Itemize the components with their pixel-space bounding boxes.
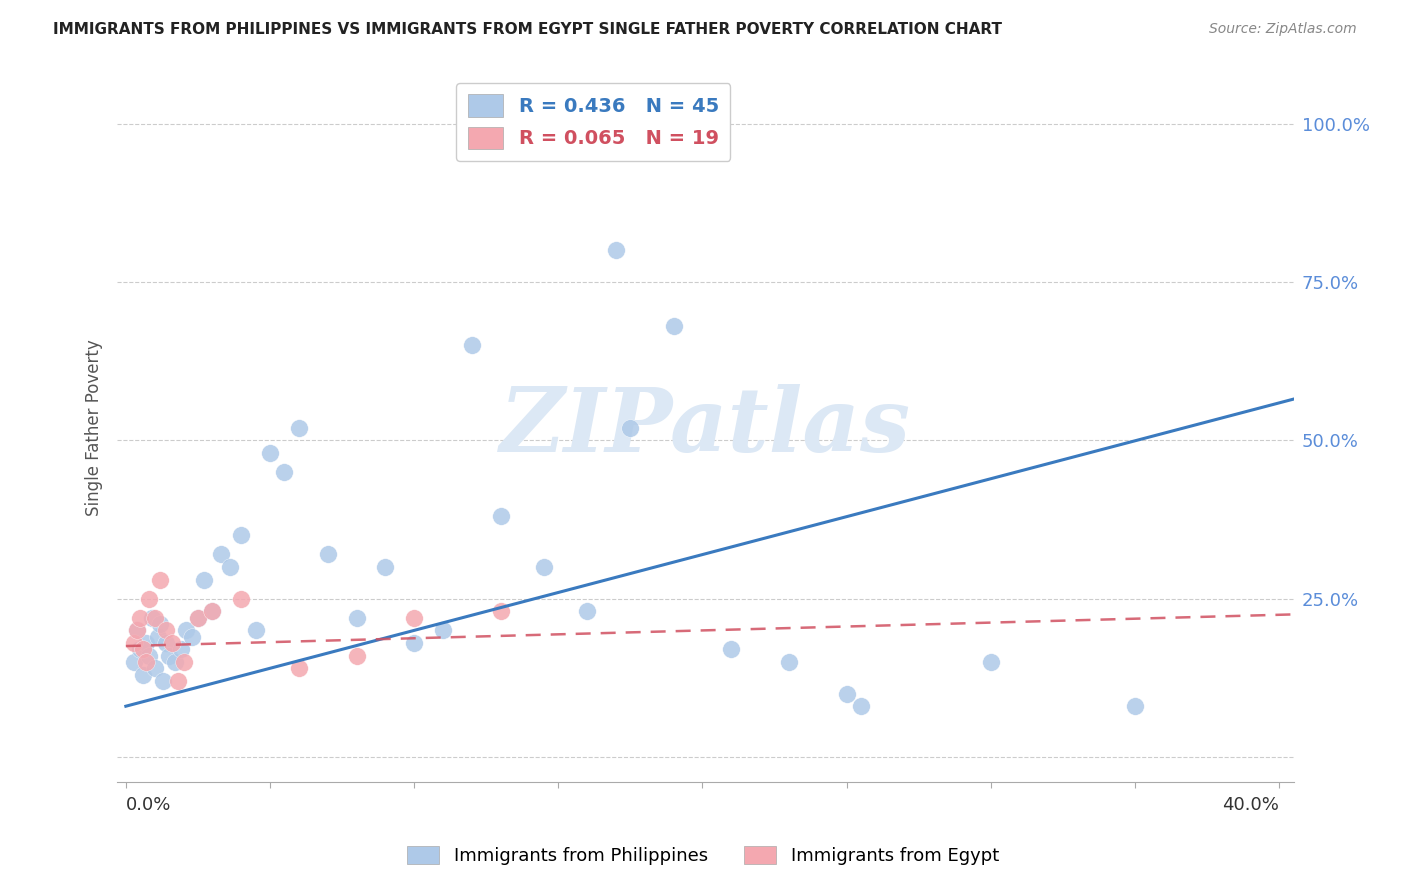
- Point: [143, 610, 166, 624]
- Point: [146, 630, 169, 644]
- Point: [489, 604, 512, 618]
- Point: [187, 610, 209, 624]
- Point: [149, 573, 172, 587]
- Point: [176, 624, 198, 638]
- Point: [155, 636, 177, 650]
- Point: [980, 655, 1002, 669]
- Point: [193, 573, 215, 587]
- Point: [181, 630, 204, 644]
- Point: [132, 667, 155, 681]
- Point: [166, 673, 188, 688]
- Text: 0.0%: 0.0%: [127, 796, 172, 814]
- Point: [245, 624, 267, 638]
- Point: [124, 636, 146, 650]
- Point: [152, 673, 174, 688]
- Point: [231, 528, 253, 542]
- Point: [201, 604, 224, 618]
- Point: [129, 642, 152, 657]
- Point: [169, 642, 191, 657]
- Point: [135, 655, 157, 669]
- Point: [533, 560, 555, 574]
- Point: [288, 661, 311, 675]
- Point: [157, 648, 180, 663]
- Text: 40.0%: 40.0%: [1222, 796, 1279, 814]
- Point: [432, 624, 454, 638]
- Point: [138, 591, 160, 606]
- Point: [404, 610, 426, 624]
- Text: Source: ZipAtlas.com: Source: ZipAtlas.com: [1209, 22, 1357, 37]
- Text: ZIPatlas: ZIPatlas: [501, 384, 911, 471]
- Point: [489, 509, 512, 524]
- Point: [160, 636, 183, 650]
- Point: [135, 636, 157, 650]
- Legend: Immigrants from Philippines, Immigrants from Egypt: Immigrants from Philippines, Immigrants …: [399, 838, 1007, 872]
- Point: [129, 610, 152, 624]
- Point: [576, 604, 599, 618]
- Point: [346, 648, 368, 663]
- Legend: R = 0.436   N = 45, R = 0.065   N = 19: R = 0.436 N = 45, R = 0.065 N = 19: [457, 83, 731, 161]
- Point: [143, 661, 166, 675]
- Point: [209, 547, 232, 561]
- Point: [778, 655, 800, 669]
- Point: [273, 465, 295, 479]
- Point: [163, 655, 186, 669]
- Point: [138, 648, 160, 663]
- Text: IMMIGRANTS FROM PHILIPPINES VS IMMIGRANTS FROM EGYPT SINGLE FATHER POVERTY CORRE: IMMIGRANTS FROM PHILIPPINES VS IMMIGRANT…: [53, 22, 1002, 37]
- Point: [173, 655, 195, 669]
- Y-axis label: Single Father Poverty: Single Father Poverty: [86, 339, 103, 516]
- Point: [720, 642, 742, 657]
- Point: [374, 560, 396, 574]
- Point: [288, 420, 311, 434]
- Point: [141, 610, 163, 624]
- Point: [619, 420, 641, 434]
- Point: [835, 687, 858, 701]
- Point: [127, 624, 149, 638]
- Point: [346, 610, 368, 624]
- Point: [662, 319, 685, 334]
- Point: [259, 446, 281, 460]
- Point: [849, 699, 872, 714]
- Point: [218, 560, 240, 574]
- Point: [1123, 699, 1146, 714]
- Point: [461, 338, 484, 352]
- Point: [149, 616, 172, 631]
- Point: [127, 624, 149, 638]
- Point: [187, 610, 209, 624]
- Point: [132, 642, 155, 657]
- Point: [605, 244, 627, 258]
- Point: [404, 636, 426, 650]
- Point: [201, 604, 224, 618]
- Point: [124, 655, 146, 669]
- Point: [316, 547, 339, 561]
- Point: [231, 591, 253, 606]
- Point: [155, 624, 177, 638]
